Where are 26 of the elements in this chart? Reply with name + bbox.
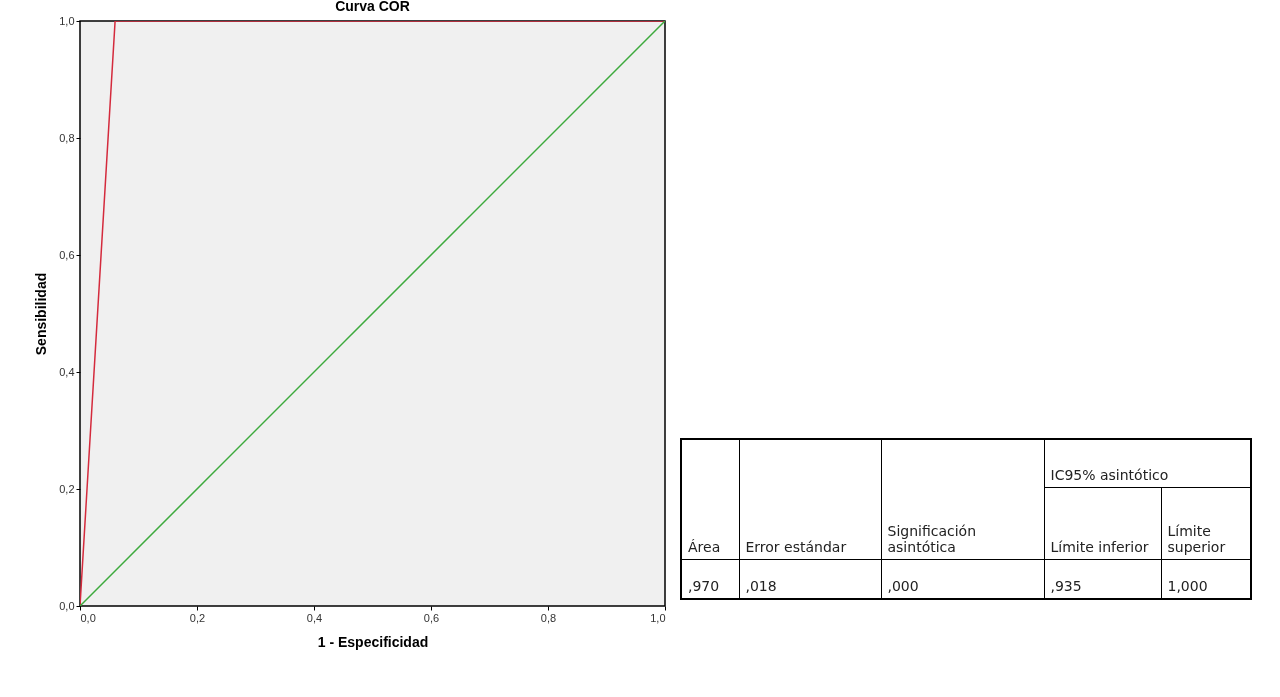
text: ,018 — [739, 559, 881, 599]
text: 1,000 — [1161, 559, 1251, 599]
y-tick-label: 0,0 — [59, 599, 75, 612]
x-axis-title: 1 - Especificidad — [317, 633, 429, 650]
x-tick-label: 0,0 — [80, 611, 96, 624]
text: IC95% asintótico — [1044, 439, 1251, 487]
category-label: Significación asintótica — [881, 439, 1044, 559]
text: ,970 — [681, 559, 739, 599]
x-tick-label: 0,8 — [540, 611, 557, 624]
x-tick-label: 0,6 — [423, 611, 440, 624]
category-label: Límite inferior — [1044, 487, 1161, 559]
x-tick-label: 1,0 — [650, 611, 666, 624]
y-tick-label: 0,2 — [59, 482, 75, 495]
category-label: Área — [681, 439, 739, 559]
x-tick-label: 0,2 — [189, 611, 206, 624]
x-tick-label: 0,4 — [306, 611, 323, 624]
y-tick-label: 1,0 — [59, 14, 75, 27]
y-tick-label: 0,6 — [59, 248, 75, 261]
chart-title: Curva COR — [335, 0, 410, 14]
text: ,935 — [1044, 559, 1161, 599]
category-label: Error estándar — [739, 439, 881, 559]
y-tick-label: 0,4 — [59, 365, 75, 378]
y-axis-title: Sensibilidad — [33, 272, 50, 356]
y-tick-label: 0,8 — [59, 131, 75, 144]
text: ,000 — [881, 559, 1044, 599]
category-label: Límite superior — [1161, 487, 1251, 559]
